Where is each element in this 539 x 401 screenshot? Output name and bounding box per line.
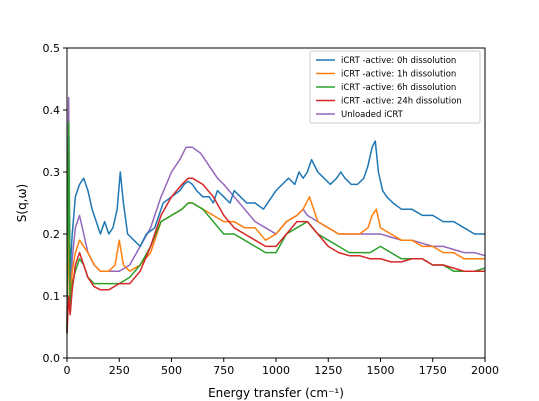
y-tick-label: 0.5 (43, 42, 61, 55)
y-tick-label: 0.4 (43, 104, 61, 117)
x-tick-label: 1500 (367, 364, 395, 377)
legend-label-unloaded: Unloaded iCRT (341, 110, 404, 120)
legend-label-24h: iCRT -active: 24h dissolution (341, 97, 462, 107)
x-tick-label: 250 (109, 364, 130, 377)
x-tick-label: 500 (161, 364, 182, 377)
legend-box (309, 50, 481, 124)
series-line-icrt-active-0h-dissolution (66, 140, 485, 334)
y-tick-label: 0.2 (43, 228, 61, 241)
y-tick-label: 0.0 (43, 352, 61, 365)
legend-label-0h: iCRT -active: 0h dissolution (341, 56, 456, 66)
legend: iCRT -active: 0h dissolution iCRT -activ… (309, 50, 481, 124)
x-tick-label: 0 (64, 364, 71, 377)
legend-label-6h: iCRT -active: 6h dissolution (341, 83, 456, 93)
y-axis: 0.0 0.1 0.2 0.3 0.4 0.5 (43, 42, 67, 365)
x-tick-label: 1000 (262, 364, 290, 377)
x-tick-label: 1750 (419, 364, 447, 377)
series-line-icrt-active-24h-dissolution (66, 177, 485, 334)
y-axis-title: S(q,ω) (15, 184, 29, 222)
series-layer (66, 96, 486, 334)
x-axis: 0 250 500 750 1000 1250 1500 1750 2000 (64, 358, 499, 377)
series-line-icrt-active-6h-dissolution (66, 121, 486, 334)
x-tick-label: 750 (213, 364, 234, 377)
y-tick-label: 0.1 (43, 290, 61, 303)
x-tick-label: 2000 (471, 364, 499, 377)
x-axis-title: Energy transfer (cm⁻¹) (208, 386, 344, 400)
y-tick-label: 0.3 (43, 166, 61, 179)
series-line-icrt-active-1h-dissolution (66, 196, 485, 328)
legend-label-1h: iCRT -active: 1h dissolution (341, 70, 456, 80)
x-tick-label: 1250 (314, 364, 342, 377)
